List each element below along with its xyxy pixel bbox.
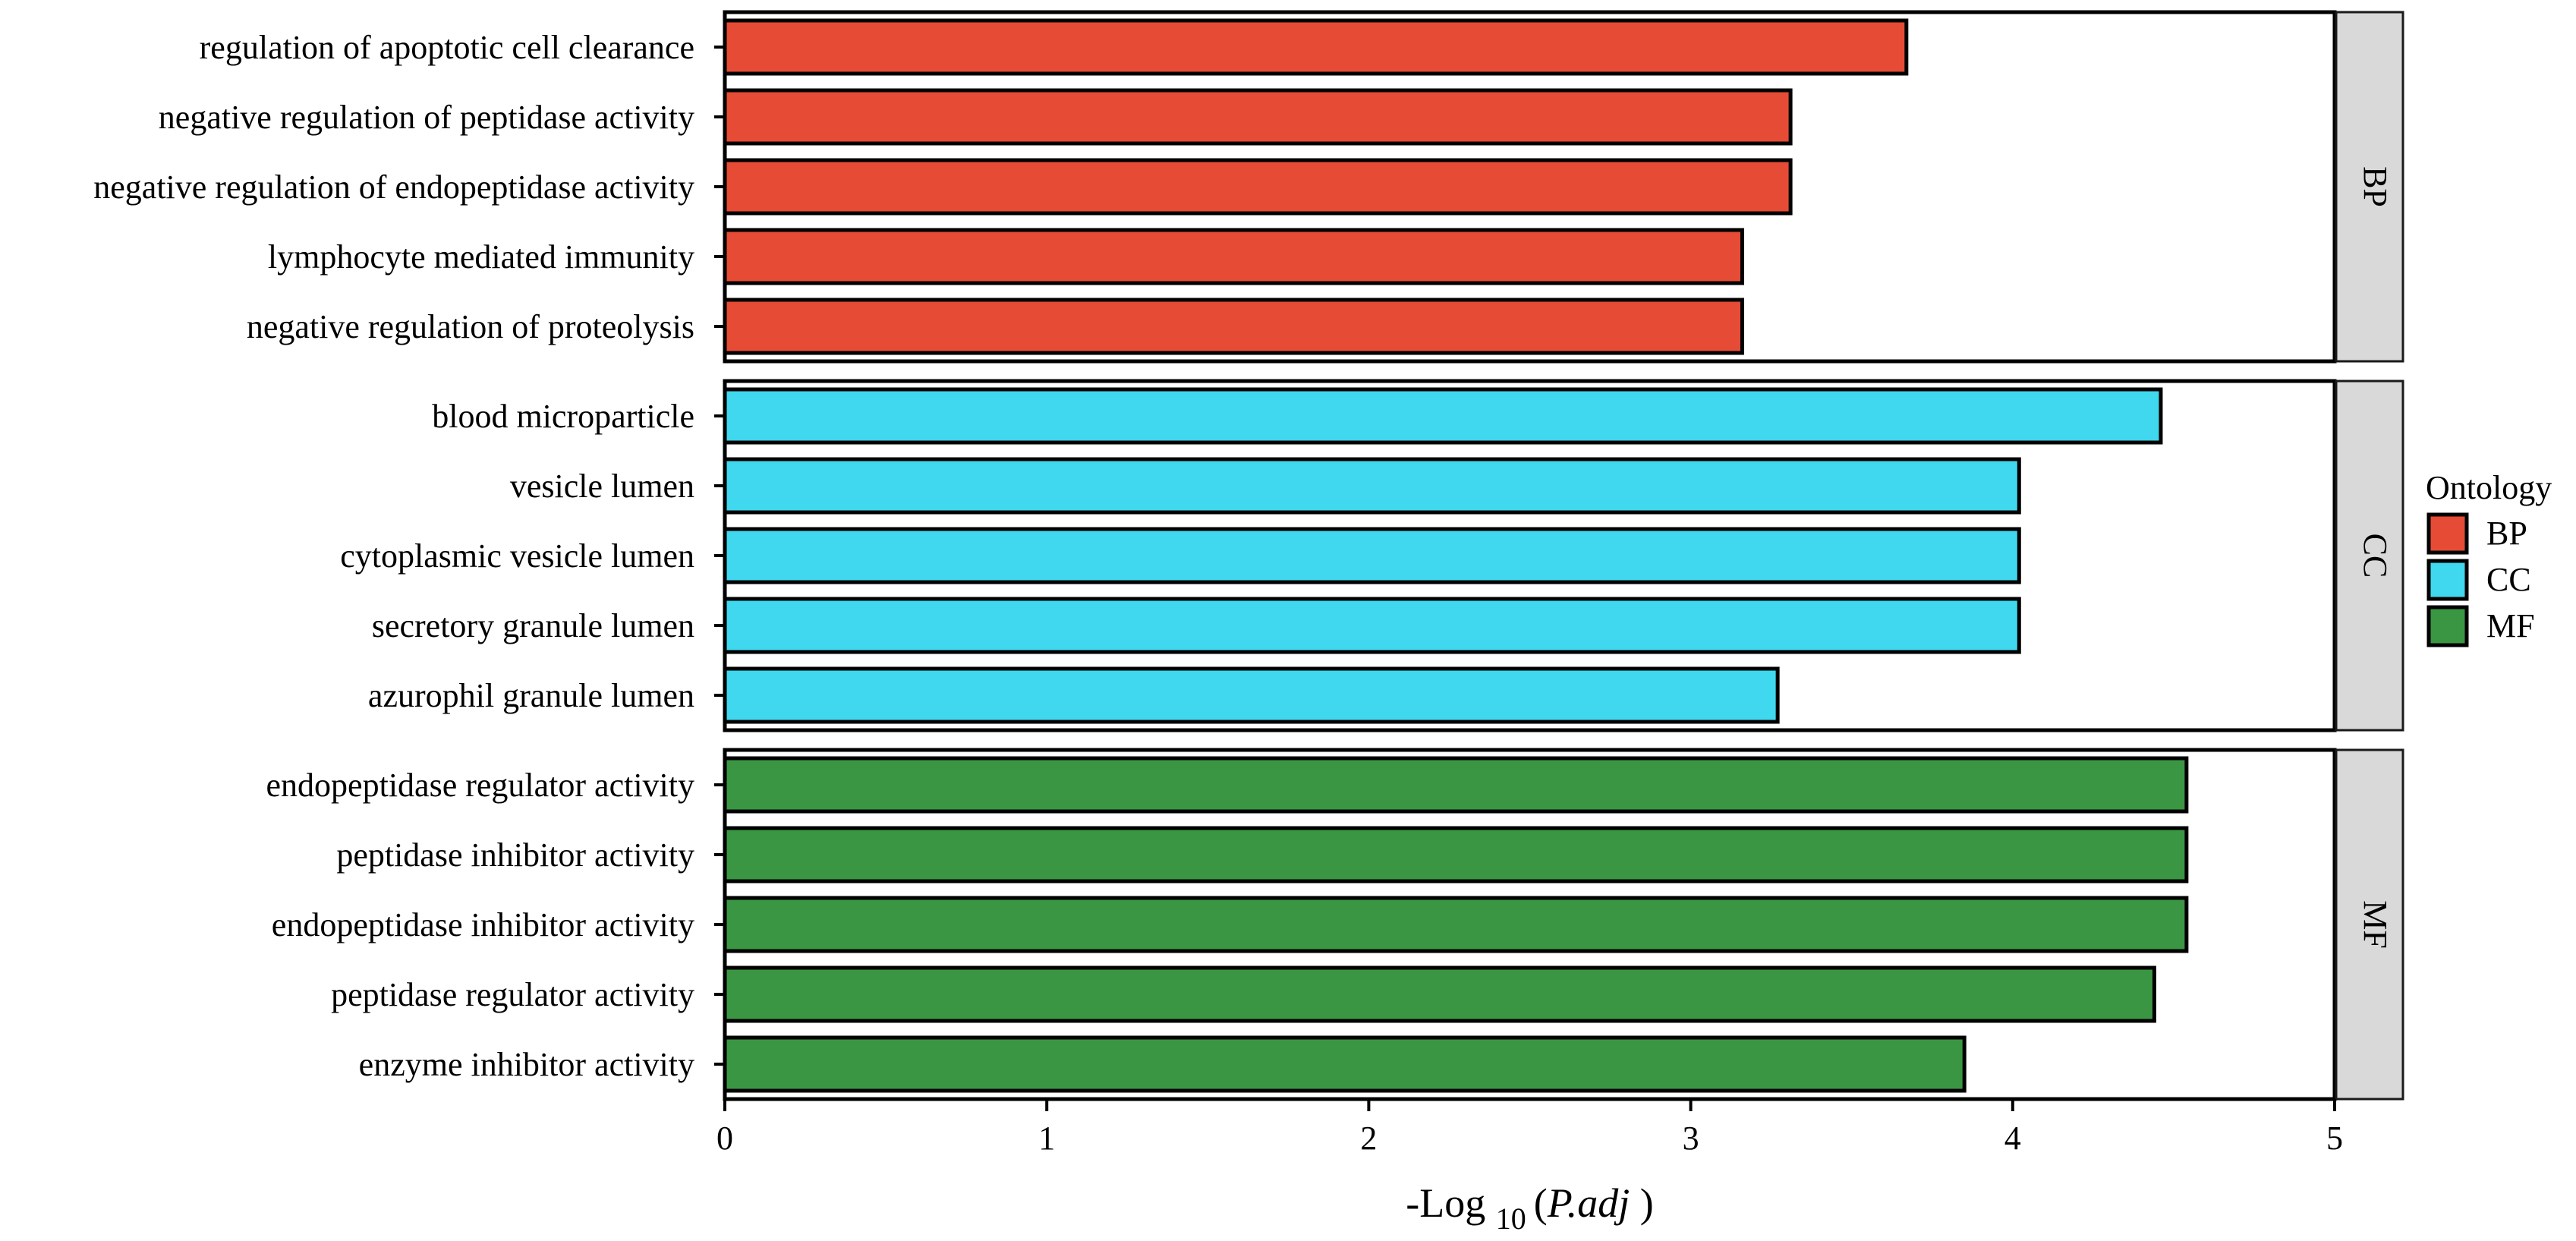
y-tick-label: cytoplasmic vesicle lumen [340,537,694,575]
x-tick-label: 5 [2326,1120,2343,1157]
bar-endopeptidase-inhibitor-activity [723,896,2189,953]
facet-bp: regulation of apoptotic cell clearance ne… [93,10,2404,364]
panel-border [723,379,2337,732]
legend-label-bp: BP [2486,515,2527,552]
y-tick-label: azurophil granule lumen [368,677,694,714]
facet-strip [2335,380,2404,732]
x-axis-title: -Log 10 (P.adj ) [1406,1180,1653,1236]
legend-swatch-mf [2426,605,2469,647]
x-axis-title-open: ( [1534,1180,1548,1226]
facet-strip-label: MF [2357,900,2394,949]
y-tick-label: blood microparticle [432,398,694,435]
bar-peptidase-regulator-activity [723,965,2156,1023]
bar-lymphocyte-mediated-immunity [723,228,1744,285]
panel-border [723,10,2337,364]
y-tick-label: negative regulation of proteolysis [247,308,694,345]
x-tick-label: 0 [716,1120,733,1157]
bar-negative-regulation-of-proteolysis [723,298,1744,355]
y-tick-label: vesicle lumen [510,468,694,505]
y-tick-label: regulation of apoptotic cell clearance [200,29,694,66]
x-tick-label: 2 [1360,1120,1377,1157]
y-tick-label: secretory granule lumen [372,607,694,644]
bar-cytoplasmic-vesicle-lumen [723,527,2021,584]
legend-swatch-bp [2426,512,2469,555]
x-axis-title-prefix: -Log [1406,1180,1495,1226]
bar-enzyme-inhibitor-activity [723,1035,1967,1093]
facet-cc: blood microparticle vesicle lumen cytoplas… [340,379,2404,732]
y-tick-label: peptidase regulator activity [331,976,694,1013]
bar-negative-regulation-of-endopeptidase-activity [723,158,1793,216]
facet-strip-label: CC [2357,534,2394,578]
bar-blood-microparticle [723,387,2163,445]
y-tick-label: endopeptidase inhibitor activity [272,906,694,943]
legend-label-mf: MF [2486,607,2535,644]
y-tick-label: peptidase inhibitor activity [336,836,694,874]
x-axis-title-italic: P.adj [1547,1180,1640,1226]
x-tick-label: 3 [1683,1120,1699,1157]
bar-peptidase-inhibitor-activity [723,826,2189,884]
y-tick-label: lymphocyte mediated immunity [268,238,694,276]
x-axis: 0 1 2 3 4 5 -Log 10 (P.adj ) [716,1098,2343,1236]
x-tick-label: 4 [2004,1120,2021,1157]
facet-strip [2335,11,2404,363]
y-tick-label: enzyme inhibitor activity [359,1046,694,1083]
facet-mf: endopeptidase regulator activity peptidas… [266,748,2404,1101]
legend-title: Ontology [2426,469,2552,506]
bar-negative-regulation-of-peptidase-activity [723,88,1793,146]
x-axis-title-subscript: 10 [1496,1202,1534,1236]
legend-label-cc: CC [2486,561,2531,598]
bar-secretory-granule-lumen [723,597,2021,654]
facet-strip-label: BP [2357,166,2394,207]
legend-swatch-cc [2426,559,2469,601]
bar-endopeptidase-regulator-activity [723,756,2189,814]
x-tick-label: 1 [1038,1120,1055,1157]
y-tick-label: endopeptidase regulator activity [266,767,694,804]
bar-azurophil-granule-lumen [723,666,1780,724]
y-tick-label: negative regulation of peptidase activit… [159,99,694,136]
bar-vesicle-lumen [723,457,2021,515]
y-tick-label: negative regulation of endopeptidase act… [93,169,694,206]
legend: Ontology BP CC MF [2426,469,2552,647]
bar-regulation-of-apoptotic-cell-clearance [723,18,1909,76]
x-axis-title-close: ) [1640,1180,1654,1226]
facet-panels: regulation of apoptotic cell clearance ne… [93,10,2404,1101]
facet-strip [2335,748,2404,1101]
